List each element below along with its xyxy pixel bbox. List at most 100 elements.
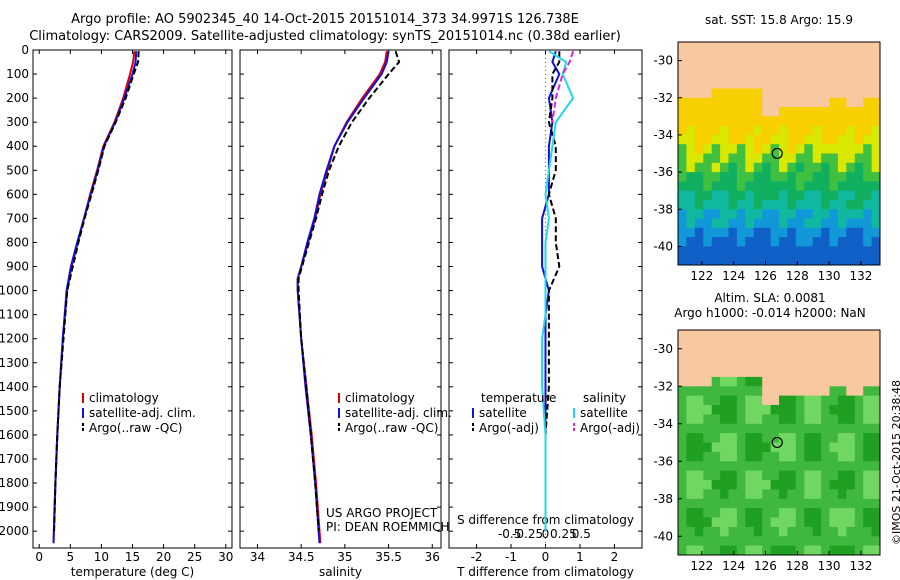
sla-map-cell	[829, 339, 839, 350]
difference-profile-series-line	[541, 50, 575, 532]
sla-map-cell	[762, 480, 772, 490]
sst-map-cell	[770, 42, 780, 52]
sla-map-cell	[694, 348, 704, 359]
sla-map-cell	[711, 545, 721, 556]
sst-map-cell	[753, 134, 763, 145]
sst-map-cell	[787, 200, 797, 210]
sla-map-cell	[787, 376, 797, 387]
sst-map-cell	[846, 237, 856, 247]
sst-map-cell	[821, 209, 830, 220]
sst-map-cell	[779, 255, 788, 266]
sst-map-cell	[678, 200, 687, 210]
sla-map-cell	[753, 348, 763, 359]
sst-map-cell	[863, 144, 873, 154]
sst-map-cell	[795, 88, 805, 99]
sla-map-cell	[678, 442, 687, 453]
sla-map-cell	[728, 358, 738, 368]
sst-map-xtick-label: 126	[754, 269, 777, 283]
sst-map-cell	[753, 107, 763, 117]
depth-tick-label: 900	[6, 260, 29, 274]
sst-map-cell	[854, 144, 864, 154]
sst-map-cell	[846, 181, 856, 192]
sla-map-cell	[821, 339, 830, 350]
sla-map-ytick-label: -34	[653, 417, 673, 431]
sst-map-cell	[863, 60, 873, 71]
sst-map-cell	[770, 255, 780, 266]
sst-map-cell	[779, 134, 788, 145]
sst-map-cell	[804, 209, 814, 220]
sst-map-cell	[812, 51, 822, 62]
sla-map-cell	[863, 358, 873, 368]
sla-map-cell	[821, 451, 830, 462]
sla-map-cell	[678, 461, 687, 472]
sla-map-cell	[736, 526, 746, 537]
sla-map-cell	[703, 508, 713, 518]
sla-map-cell	[703, 470, 713, 481]
sla-map-cell	[846, 508, 856, 518]
sla-map-cell	[804, 470, 814, 481]
sst-map-cell	[711, 107, 721, 117]
sst-map-cell	[720, 69, 729, 80]
sst-map-cell	[745, 162, 755, 173]
sla-map-cell	[720, 508, 729, 518]
sla-map-cell	[745, 517, 755, 528]
sst-map-cell	[736, 144, 746, 154]
sla-map-cell	[720, 367, 729, 378]
depth-tick-label: 1800	[0, 476, 29, 490]
sst-map-cell	[753, 190, 763, 201]
sla-map-cell	[837, 423, 847, 434]
sst-map-cell	[779, 200, 788, 210]
sst-map-cell	[736, 79, 746, 89]
sla-map-cell	[837, 330, 847, 340]
sla-map-cell	[762, 470, 772, 481]
sla-map-cell	[686, 545, 696, 556]
sst-map-cell	[770, 125, 780, 136]
sla-map-cell	[795, 442, 805, 453]
sla-map-cell	[770, 339, 780, 350]
salinity-diff-tick-label: 0.5	[572, 527, 591, 541]
sla-map-float-marker	[771, 436, 783, 449]
sst-map-cell	[762, 162, 772, 173]
sst-map-cell	[804, 134, 814, 145]
sla-map-cell	[795, 339, 805, 350]
sst-map-cell	[871, 116, 881, 127]
sla-map-cell	[720, 536, 729, 547]
sla-map-cell	[804, 339, 814, 350]
sla-map-cell	[720, 405, 729, 415]
sla-map-cell	[703, 330, 713, 340]
salinity-profile-xlabel: salinity	[319, 565, 362, 579]
sst-map-cell	[846, 79, 856, 89]
sla-map-cell	[804, 526, 814, 537]
sla-map-cell	[804, 423, 814, 434]
sla-map-cell	[753, 461, 763, 472]
sst-map-cell	[694, 218, 704, 229]
sla-map-cell	[837, 405, 847, 415]
sst-map-cell	[762, 172, 772, 182]
sla-map-cell	[703, 358, 713, 368]
sla-map-cell	[871, 545, 881, 556]
sla-map-cell	[821, 442, 830, 453]
sst-map-cell	[812, 255, 822, 266]
sst-map-cell	[863, 69, 873, 80]
sla-map-cell	[753, 536, 763, 547]
sla-map-cell	[711, 489, 721, 500]
sla-map-cell	[854, 451, 864, 462]
sla-map-cell	[694, 517, 704, 528]
salinity-profile-xtick-label: 34	[250, 550, 265, 564]
sst-map-cell	[745, 97, 755, 108]
sla-map-cell	[821, 470, 830, 481]
sla-map-cell	[829, 395, 839, 406]
sla-map-cell	[703, 545, 713, 556]
sst-map-cell	[829, 246, 839, 257]
sla-map-cell	[829, 536, 839, 547]
sla-map-cell	[686, 461, 696, 472]
sst-map-cell	[711, 88, 721, 99]
sst-map-cell	[871, 42, 881, 52]
diff-legend-title-salinity: salinity	[583, 391, 626, 405]
sla-map-cell	[871, 480, 881, 490]
sst-map-cell	[703, 227, 713, 238]
sla-map-xtick-label: 128	[786, 559, 809, 573]
sst-map-cell	[779, 88, 788, 99]
sst-map-cell	[694, 125, 704, 136]
depth-tick-label: 1500	[0, 404, 29, 418]
